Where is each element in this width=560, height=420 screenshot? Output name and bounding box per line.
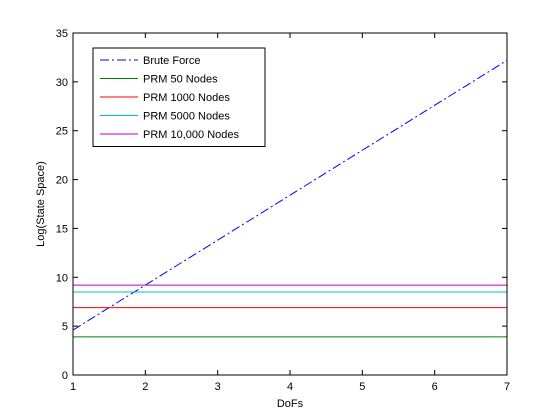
- y-tick-label: 30: [56, 77, 68, 89]
- y-tick-label: 10: [56, 272, 68, 284]
- y-tick-label: 15: [56, 223, 68, 235]
- legend-label: Brute Force: [143, 55, 200, 67]
- legend-label: PRM 5000 Nodes: [143, 111, 230, 123]
- x-tick-label: 3: [215, 381, 221, 393]
- x-tick-label: 6: [432, 381, 438, 393]
- y-axis-title: Log(State Space): [35, 161, 47, 247]
- y-tick-label: 35: [56, 28, 68, 40]
- y-tick-label: 5: [62, 321, 68, 333]
- x-tick-label: 5: [359, 381, 365, 393]
- x-tick-label: 4: [287, 381, 293, 393]
- y-tick-label: 0: [62, 370, 68, 382]
- y-tick-label: 25: [56, 126, 68, 138]
- x-tick-label: 1: [70, 381, 76, 393]
- legend: Brute Force PRM 50 Nodes PRM 1000 Nodes PRM…: [92, 47, 266, 147]
- legend-label: PRM 50 Nodes: [143, 74, 218, 86]
- x-tick-label: 2: [142, 381, 148, 393]
- legend-label: PRM 1000 Nodes: [143, 92, 230, 104]
- x-tick-label: 7: [504, 381, 510, 393]
- legend-label: PRM 10,000 Nodes: [143, 129, 239, 141]
- y-tick-label: 20: [56, 175, 68, 187]
- x-axis-title: DoFs: [277, 398, 304, 410]
